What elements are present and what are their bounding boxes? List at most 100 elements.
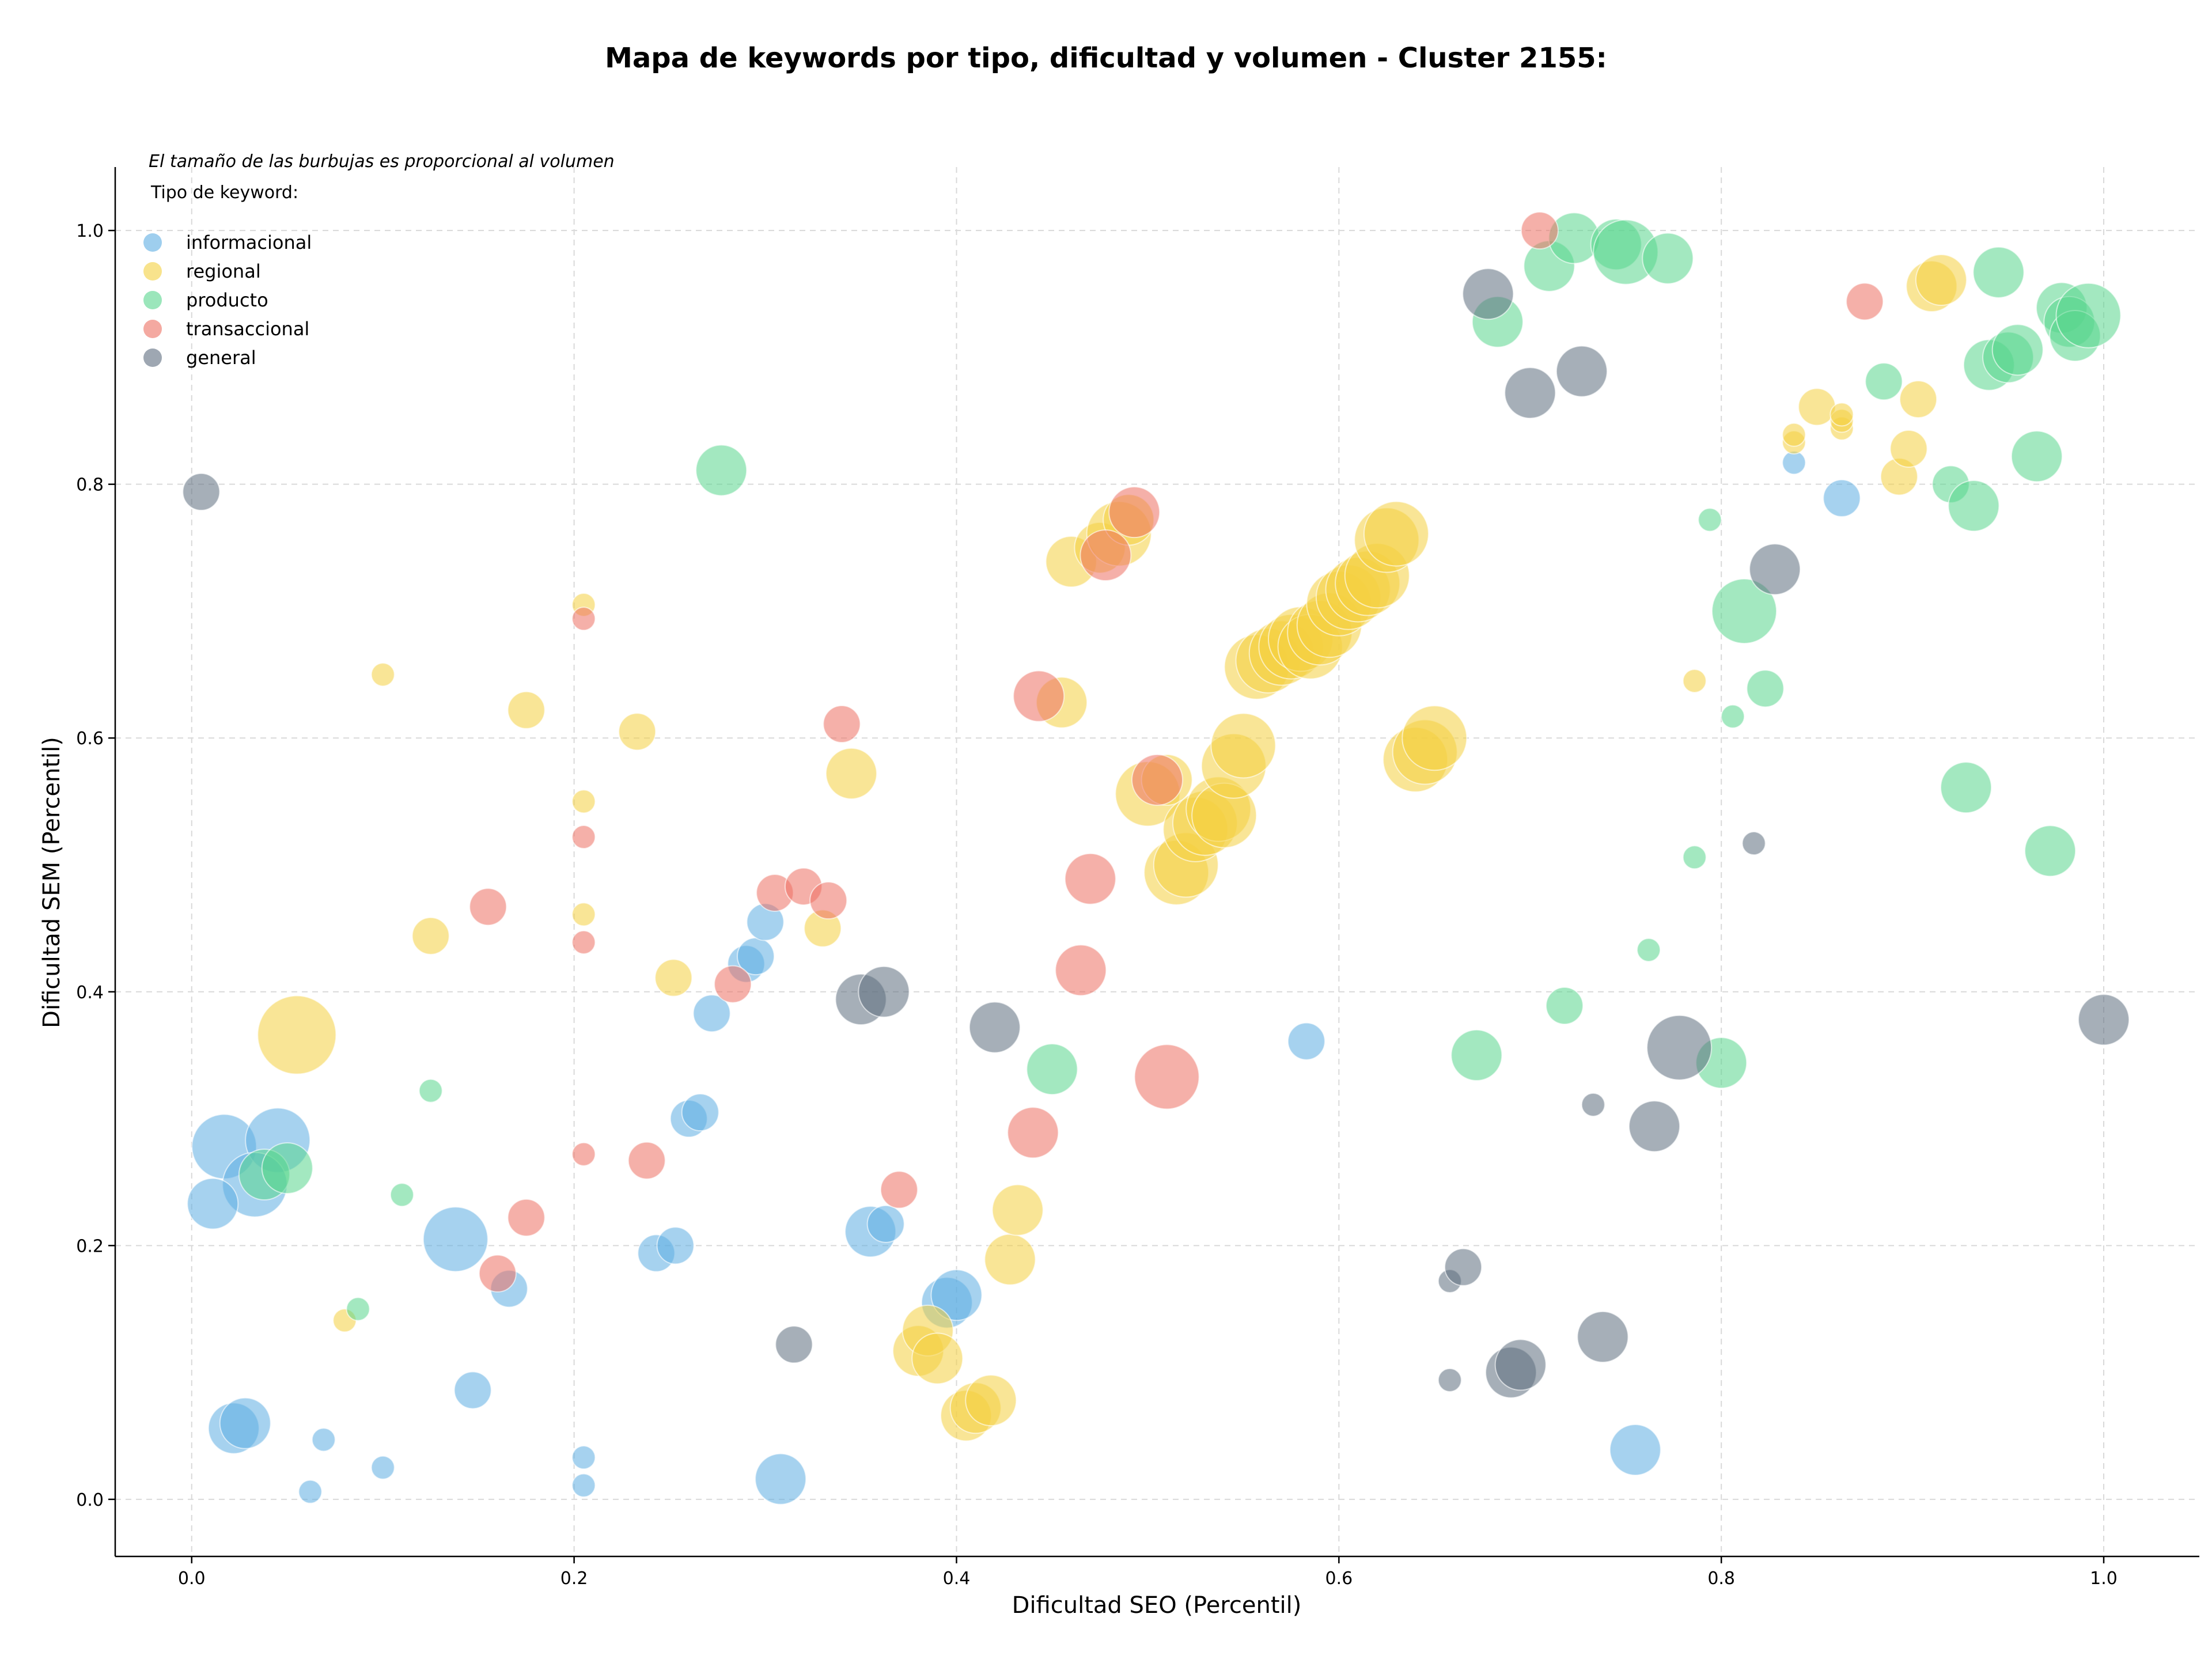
data-point-regional (1782, 422, 1806, 447)
y-axis-label: Dificultad SEM (Percentil) (39, 737, 65, 1028)
data-point-transaccional (714, 965, 752, 1003)
data-point-informacional (1287, 1022, 1325, 1060)
data-point-informacional (298, 1479, 323, 1504)
data-point-general (1494, 1339, 1547, 1391)
chart-title: Mapa de keywords por tipo, dificultad y … (605, 42, 1607, 74)
data-point-transaccional (571, 825, 596, 850)
data-point-general (968, 1001, 1021, 1054)
data-point-transaccional (1013, 670, 1065, 722)
x-tick-label: 0.6 (1325, 1569, 1353, 1589)
data-point-informacional (571, 1445, 596, 1470)
data-points (182, 211, 2130, 1505)
legend-marker-general (143, 348, 162, 367)
data-point-regional (507, 691, 546, 729)
data-point-general (858, 965, 910, 1018)
data-point-informacional (1782, 450, 1806, 475)
data-point-transaccional (1055, 944, 1107, 997)
data-point-transaccional (1846, 282, 1884, 321)
data-point-transaccional (507, 1198, 546, 1237)
data-point-transaccional (571, 1142, 596, 1166)
data-point-informacional (930, 1269, 983, 1321)
axis-ticks: 0.0 0.2 0.4 0.6 0.8 1.0 0.0 0.2 0.4 0.6 0.8 1.0 (76, 221, 2118, 1589)
y-tick-label: 0.0 (76, 1490, 104, 1510)
data-point-producto (2024, 825, 2077, 877)
x-tick-label: 0.4 (943, 1569, 971, 1589)
y-tick-label: 1.0 (76, 221, 104, 241)
data-point-producto (695, 444, 748, 497)
legend: Tipo de keyword: informacional regional pr… (143, 183, 312, 369)
data-point-informacional (681, 1093, 719, 1132)
data-point-producto (1865, 362, 1903, 401)
data-point-regional (618, 713, 657, 751)
data-point-transaccional (627, 1141, 666, 1180)
data-point-transaccional (809, 881, 848, 920)
legend-label-informacional: informacional (186, 232, 312, 253)
data-point-transaccional (571, 607, 596, 631)
x-axis-label: Dificultad SEO (Percentil) (1012, 1592, 1302, 1619)
data-point-regional (1830, 402, 1854, 427)
data-point-producto (2010, 430, 2063, 483)
data-point-transaccional (571, 930, 596, 954)
data-point-producto (1940, 762, 1993, 814)
data-point-producto (346, 1297, 370, 1321)
data-point-producto (2055, 282, 2122, 348)
data-point-transaccional (880, 1170, 918, 1209)
data-point-producto (1711, 578, 1778, 644)
data-point-regional (911, 1332, 964, 1385)
data-point-regional (1682, 669, 1707, 694)
data-point-informacional (656, 1226, 695, 1265)
data-point-regional (370, 662, 395, 687)
data-point-general (1628, 1100, 1681, 1153)
data-point-transaccional (1007, 1107, 1059, 1159)
y-tick-label: 0.4 (76, 983, 104, 1003)
data-point-general (1437, 1367, 1462, 1392)
data-point-general (1646, 1014, 1713, 1081)
data-point-regional (991, 1184, 1044, 1236)
data-point-transaccional (478, 1254, 517, 1293)
legend-label-general: general (186, 347, 256, 369)
data-point-transaccional (1108, 486, 1161, 539)
legend-label-transaccional: transaccional (186, 318, 309, 340)
data-point-informacional (219, 1397, 271, 1449)
data-point-transaccional (1064, 853, 1116, 905)
data-point-regional (825, 747, 877, 800)
data-point-transaccional (1520, 211, 1559, 250)
data-point-regional (1363, 501, 1429, 567)
y-tick-label: 0.2 (76, 1236, 104, 1256)
axes (114, 167, 2199, 1558)
data-point-informacional (422, 1206, 488, 1272)
data-point-general (1749, 543, 1801, 596)
data-point-transaccional (1134, 1044, 1200, 1110)
data-point-general (775, 1325, 813, 1364)
data-point-general (182, 472, 221, 511)
legend-label-regional: regional (186, 260, 261, 282)
data-point-general (1504, 367, 1556, 419)
data-point-informacional (1823, 479, 1861, 517)
data-point-producto (418, 1078, 443, 1103)
data-point-informacional (311, 1427, 336, 1452)
data-point-informacional (370, 1455, 395, 1480)
data-point-general (1444, 1248, 1483, 1286)
data-point-transaccional (1131, 753, 1183, 806)
data-point-transaccional (1080, 529, 1132, 582)
data-point-regional (571, 902, 596, 927)
data-point-producto (1026, 1043, 1078, 1096)
data-point-producto (389, 1183, 414, 1207)
data-point-producto (1682, 845, 1707, 870)
data-point-producto (1450, 1029, 1503, 1081)
data-point-producto (1972, 246, 2025, 298)
data-point-producto (1546, 987, 1584, 1025)
legend-title: Tipo de keyword: (150, 183, 298, 203)
y-tick-label: 0.6 (76, 729, 104, 749)
data-point-regional (965, 1374, 1017, 1427)
legend-marker-producto (143, 291, 162, 309)
data-point-informacional (187, 1177, 239, 1230)
legend-marker-informacional (143, 233, 162, 252)
data-point-producto (261, 1142, 313, 1194)
data-point-regional (571, 789, 596, 814)
data-point-general (1741, 831, 1766, 856)
legend-marker-transaccional (143, 320, 162, 338)
data-point-regional (1210, 713, 1277, 779)
